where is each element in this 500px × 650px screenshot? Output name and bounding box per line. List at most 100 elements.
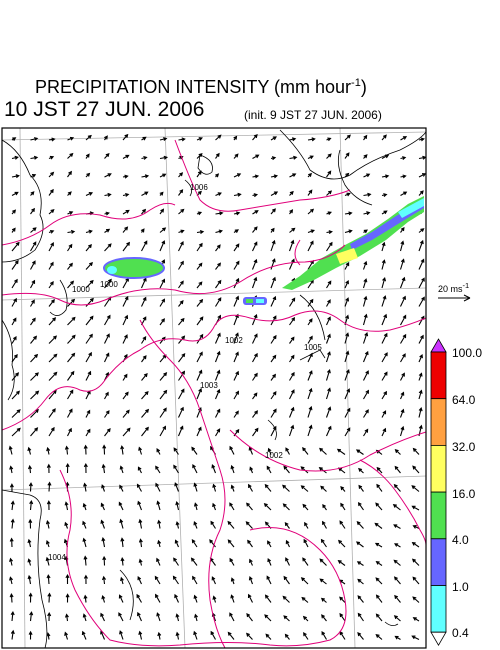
wind-arrow [252,410,258,418]
wind-arrow [356,521,364,529]
wind-arrow [101,536,106,548]
wind-arrow [193,630,198,640]
wind-arrow [381,210,388,215]
wind-arrow [196,387,202,400]
wind-arrow [104,135,108,141]
wind-arrow [141,390,149,400]
wind-arrow [418,372,423,381]
wind-arrow [270,295,277,307]
wind-arrow [381,371,388,381]
wind-arrow [245,521,253,529]
wind-arrow [30,317,36,326]
wind-arrow [101,463,106,474]
wind-arrow [270,258,276,270]
wind-arrow [307,335,313,344]
wind-arrow [48,426,55,437]
wind-arrow [11,209,17,215]
wind-arrow [363,229,368,234]
wind-arrow [100,519,106,529]
wind-arrow [137,575,142,585]
wind-arrow [10,610,15,622]
wind-arrow [196,281,203,289]
wind-arrow [344,152,350,159]
wind-arrow [363,409,369,418]
wind-arrow [215,192,222,197]
wind-arrow [140,277,147,289]
wind-arrow [344,261,350,270]
wind-arrow [229,612,235,622]
wind-arrow [289,316,296,326]
wind-arrow [48,261,54,270]
wind-arrow [307,387,313,400]
wind-arrow [85,428,91,437]
wind-arrow [418,406,423,418]
wind-arrow [64,631,69,640]
wind-arrow [319,447,327,455]
wind-arrow [289,336,295,344]
wind-arrow [48,137,56,142]
wind-arrow [155,465,161,474]
wind-arrow [249,558,253,566]
wind-arrow [67,427,72,437]
wind-arrow [104,243,112,252]
wind-arrow [288,406,295,418]
wind-arrow [362,260,368,270]
wind-arrow [233,260,240,270]
wind-arrow [138,446,143,455]
wind-arrow [252,174,260,179]
wind-arrow [229,557,235,566]
wind-arrow [119,630,124,640]
wind-arrow [67,170,72,178]
wind-arrow [48,281,54,289]
coastlines [2,129,426,648]
wind-arrow [252,427,259,437]
wind-arrow [48,298,55,307]
legend-level-16: 16.0 [452,487,476,501]
wind-arrow [233,211,241,216]
wind-arrow [30,299,35,307]
wind-arrow [363,370,369,381]
wind-arrow [252,352,258,363]
wind-arrow [418,155,426,160]
wind-arrow [122,391,129,400]
legend-swatch [430,585,447,633]
wind-arrow [319,578,327,585]
wind-arrow [67,316,76,326]
wind-arrow [104,152,110,159]
wind-arrow [174,482,180,492]
wind-arrow [362,278,368,289]
wind-arrow [141,136,147,141]
wind-arrow [196,242,203,252]
wind-arrow [141,174,150,179]
wind-arrow [215,229,223,234]
wind-arrow [214,388,221,400]
wind-arrow [101,575,107,585]
wind-arrow [381,332,388,344]
wind-arrow [104,391,109,400]
wind-arrow [325,333,331,344]
wind-arrow [418,296,425,307]
wind-arrow [374,542,383,548]
wind-arrow [283,465,290,474]
wind-arrow [178,317,185,326]
wind-arrow [233,277,240,289]
wind-arrow [85,279,94,289]
wind-arrow [233,192,242,197]
wind-arrow [418,258,425,270]
wind-arrow [83,462,88,474]
wind-arrow [362,313,368,326]
wind-arrow [211,576,217,585]
wind-arrow [321,631,327,640]
wind-arrow [270,227,275,233]
wind-arrow [30,137,39,141]
wind-arrow [9,593,14,603]
wind-arrow [140,228,145,233]
wind-arrow [67,298,76,307]
wind-arrow [46,463,51,474]
wind-arrow [159,173,167,178]
wind-arrow [28,482,33,492]
wind-arrow [251,258,258,270]
wind-arrow [178,189,184,196]
wind-arrow [30,372,39,381]
wind-arrow [400,226,405,233]
